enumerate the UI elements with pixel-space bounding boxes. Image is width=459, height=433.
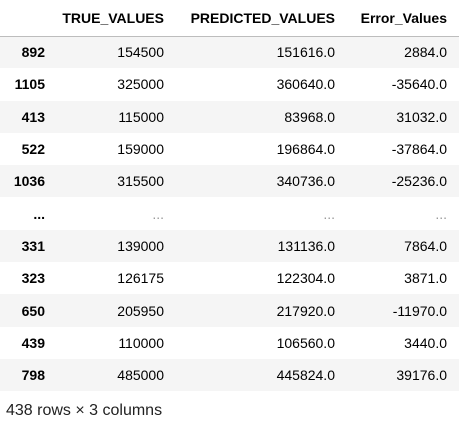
table-row: 413 115000 83968.0 31032.0 (0, 100, 459, 133)
cell-error-value: -35640.0 (391, 76, 447, 93)
cell-true-value: 115000 (118, 108, 164, 125)
cell-predicted-value: 196864.0 (276, 141, 335, 158)
column-header-predicted-values: PREDICTED_VALUES (176, 0, 347, 37)
table-row: 522 159000 196864.0 -37864.0 (0, 132, 459, 166)
cell-true-value: ... (152, 205, 164, 222)
row-index: 1036 (13, 173, 45, 190)
cell-error-value: 31032.0 (396, 108, 447, 125)
dataframe-table: TRUE_VALUES PREDICTED_VALUES Error_Value… (0, 0, 459, 392)
cell-predicted-value: 217920.0 (276, 302, 335, 319)
cell-error-value: 39176.0 (396, 367, 447, 384)
cell-predicted-value: 106560.0 (276, 334, 335, 351)
row-index: ... (33, 205, 45, 222)
row-index: 1105 (14, 76, 45, 93)
table-row: 323 126175 122304.0 3871.0 (0, 262, 459, 295)
cell-error-value: 3871.0 (404, 270, 447, 287)
cell-true-value: 205950 (117, 302, 164, 319)
table-row: 331 139000 131136.0 7864.0 (0, 229, 459, 263)
cell-true-value: 315500 (117, 173, 164, 190)
table-row: 798 485000 445824.0 39176.0 (0, 358, 459, 392)
row-index: 439 (21, 334, 45, 351)
cell-true-value: 110000 (118, 334, 164, 351)
cell-predicted-value: ... (323, 205, 335, 222)
table-row: 1036 315500 340736.0 -25236.0 (0, 165, 459, 198)
cell-error-value: 3440.0 (404, 334, 447, 351)
cell-predicted-value: 122304.0 (276, 270, 335, 287)
row-index: 650 (21, 302, 45, 319)
cell-error-value: ... (435, 205, 447, 222)
cell-true-value: 325000 (117, 76, 164, 93)
column-header-true-values: TRUE_VALUES (55, 0, 176, 37)
column-header-error-values: Error_Values (347, 0, 459, 37)
header-row: TRUE_VALUES PREDICTED_VALUES Error_Value… (0, 0, 459, 37)
cell-true-value: 154500 (117, 44, 164, 61)
row-index: 522 (21, 141, 45, 158)
cell-error-value: -25236.0 (391, 173, 447, 190)
cell-predicted-value: 151616.0 (276, 44, 335, 61)
row-index: 798 (21, 367, 45, 384)
row-index: 892 (21, 44, 45, 61)
table-row: ............ (0, 197, 459, 230)
cell-predicted-value: 445824.0 (276, 367, 335, 384)
cell-true-value: 139000 (117, 237, 164, 254)
cell-true-value: 126175 (117, 270, 164, 287)
table-row: 650 205950 217920.0 -11970.0 (0, 294, 459, 327)
table-header: TRUE_VALUES PREDICTED_VALUES Error_Value… (0, 0, 459, 37)
table-row: 892 154500 151616.0 2884.0 (0, 36, 459, 69)
cell-error-value: -37864.0 (391, 141, 447, 158)
row-index: 331 (21, 237, 45, 254)
row-index: 323 (21, 270, 45, 287)
dataframe-shape-label: 438 rows × 3 columns (6, 402, 163, 419)
cell-error-value: 7864.0 (404, 237, 447, 254)
cell-true-value: 159000 (117, 141, 164, 158)
cell-predicted-value: 360640.0 (276, 76, 335, 93)
table-row: 439 110000 106560.0 3440.0 (0, 326, 459, 359)
table-row: 1105 325000 360640.0 -35640.0 (0, 68, 459, 101)
table-body: 892 154500 151616.0 2884.0 1105 325000 360640.… (0, 36, 459, 392)
cell-predicted-value: 131136.0 (277, 237, 335, 254)
index-header (0, 0, 55, 37)
cell-error-value: -11970.0 (392, 302, 447, 319)
row-index: 413 (21, 108, 45, 125)
cell-error-value: 2884.0 (404, 44, 447, 61)
cell-predicted-value: 83968.0 (284, 108, 335, 125)
cell-true-value: 485000 (117, 367, 164, 384)
cell-predicted-value: 340736.0 (276, 173, 335, 190)
